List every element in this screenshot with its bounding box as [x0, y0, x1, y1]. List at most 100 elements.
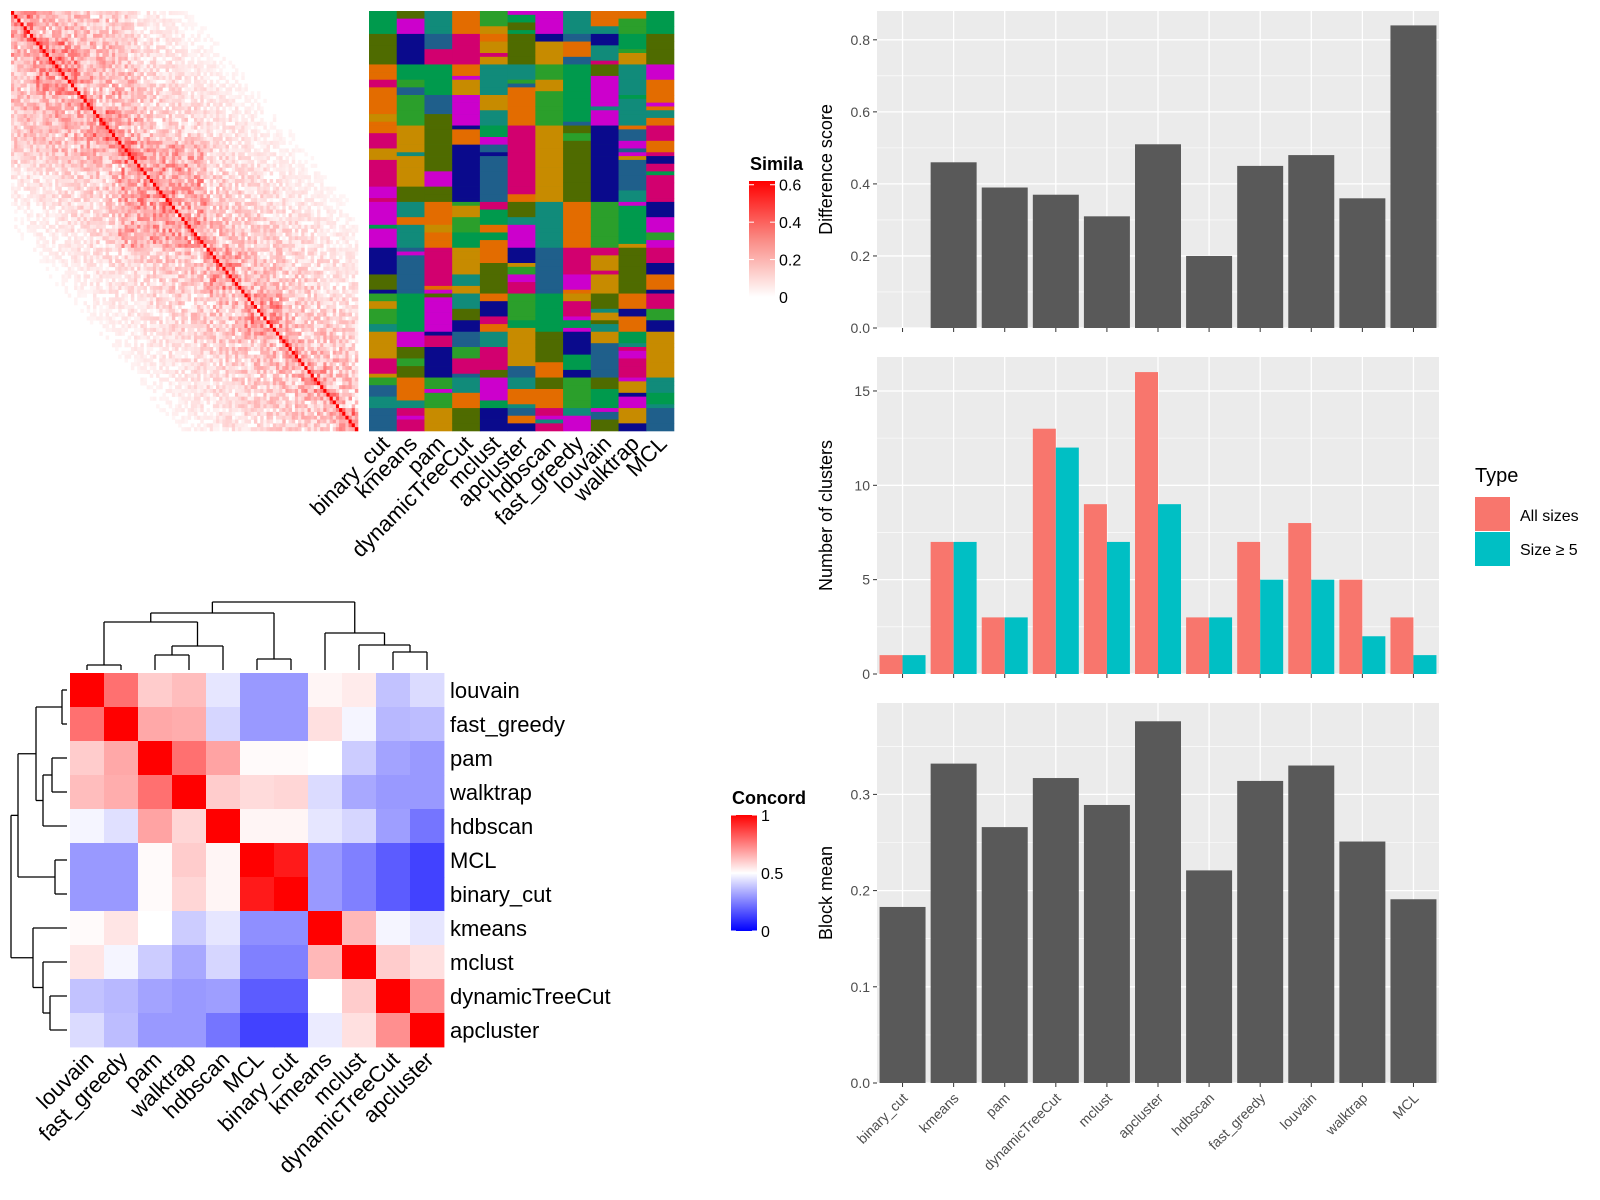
similarity-cell: [115, 175, 119, 180]
similarity-cell: [83, 95, 87, 100]
similarity-cell: [111, 110, 116, 115]
similarity-cell: [351, 247, 356, 252]
similarity-cell: [121, 37, 125, 42]
similarity-cell: [212, 205, 217, 210]
similarity-cell: [197, 213, 201, 218]
similarity-cell: [190, 221, 195, 226]
similarity-cell: [298, 182, 302, 187]
similarity-cell: [165, 251, 170, 256]
similarity-cell: [260, 247, 264, 252]
similarity-cell: [168, 22, 173, 27]
similarity-cell: [247, 251, 252, 256]
similarity-cell: [70, 18, 75, 23]
similarity-cell: [111, 72, 116, 77]
similarity-cell: [93, 95, 97, 100]
similarity-cell: [105, 205, 110, 210]
similarity-cell: [26, 45, 31, 50]
similarity-cell: [187, 102, 192, 107]
similarity-cell: [83, 228, 87, 233]
similarity-cell: [39, 64, 43, 69]
similarity-cell: [247, 255, 252, 260]
similarity-cell: [257, 140, 261, 145]
similarity-cell: [77, 205, 81, 210]
similarity-cell: [124, 198, 129, 203]
similarity-cell: [216, 201, 220, 207]
similarity-cell: [184, 129, 188, 134]
similarity-cell: [29, 102, 34, 107]
similarity-cell: [209, 163, 214, 168]
similarity-cell: [121, 255, 125, 260]
similarity-cell: [282, 205, 286, 210]
similarity-cell: [67, 175, 72, 180]
similarity-cell: [241, 159, 245, 165]
similarity-cell: [234, 117, 239, 123]
similarity-cell: [187, 18, 192, 23]
similarity-cell: [124, 53, 129, 58]
similarity-cell: [165, 121, 170, 126]
similarity-cell: [282, 201, 286, 207]
similarity-cell: [89, 30, 94, 35]
similarity-cell: [33, 14, 37, 19]
similarity-cell: [171, 79, 176, 84]
similarity-cell: [190, 224, 195, 229]
similarity-cell: [162, 22, 166, 27]
similarity-cell: [288, 167, 293, 172]
similarity-cell: [14, 175, 18, 180]
similarity-cell: [99, 41, 103, 46]
similarity-cell: [105, 30, 110, 35]
similarity-cell: [96, 91, 100, 96]
similarity-cell: [77, 163, 81, 168]
similarity-cell: [80, 95, 84, 100]
similarity-cell: [61, 37, 65, 42]
similarity-cell: [140, 137, 144, 142]
similarity-cell: [272, 190, 277, 195]
similarity-cell: [17, 95, 21, 100]
similarity-cell: [354, 251, 359, 256]
similarity-cell: [146, 33, 151, 39]
similarity-cell: [77, 75, 81, 81]
similarity-cell: [80, 37, 84, 42]
similarity-cell: [206, 224, 211, 229]
similarity-cell: [291, 194, 296, 199]
similarity-cell: [20, 64, 24, 69]
similarity-cell: [187, 224, 192, 229]
similarity-cell: [108, 194, 113, 199]
similarity-cell: [86, 11, 91, 16]
similarity-cell: [33, 163, 37, 168]
similarity-cell: [45, 133, 50, 138]
similarity-cell: [184, 41, 188, 46]
similarity-cell: [130, 60, 135, 65]
similarity-cell: [212, 53, 217, 58]
similarity-cell: [108, 121, 113, 126]
similarity-cell: [298, 163, 302, 168]
similarity-cell: [291, 213, 296, 218]
similarity-cell: [171, 117, 176, 123]
similarity-cell: [307, 217, 311, 222]
similarity-cell: [181, 163, 185, 168]
similarity-cell: [175, 167, 179, 172]
similarity-cell: [159, 190, 163, 195]
similarity-cell: [301, 175, 305, 180]
similarity-cell: [156, 221, 160, 226]
similarity-cell: [67, 140, 72, 145]
similarity-cell: [279, 152, 283, 157]
similarity-cell: [140, 224, 144, 229]
similarity-cell: [52, 232, 56, 237]
similarity-cell: [20, 33, 24, 39]
similarity-cell: [39, 18, 43, 23]
similarity-cell: [80, 243, 84, 249]
similarity-cell: [187, 240, 192, 245]
similarity-cell: [152, 148, 157, 153]
similarity-cell: [93, 83, 97, 88]
similarity-cell: [263, 232, 267, 237]
similarity-cell: [11, 53, 15, 58]
similarity-cell: [33, 83, 37, 88]
similarity-cell: [339, 224, 343, 229]
similarity-cell: [74, 53, 78, 58]
similarity-cell: [156, 41, 160, 46]
similarity-cell: [140, 133, 144, 138]
similarity-cell: [93, 98, 97, 103]
similarity-cell: [171, 87, 176, 92]
similarity-cell: [162, 163, 166, 168]
similarity-cell: [206, 33, 211, 39]
